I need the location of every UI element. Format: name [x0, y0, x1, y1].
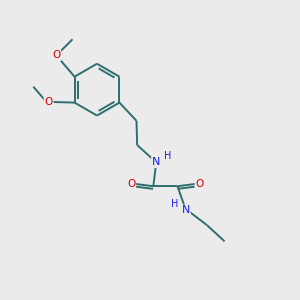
Text: N: N	[152, 157, 160, 167]
Text: O: O	[127, 179, 135, 189]
Text: O: O	[52, 50, 60, 61]
Text: H: H	[171, 199, 178, 209]
Text: N: N	[182, 206, 190, 215]
Text: H: H	[164, 151, 171, 160]
Text: O: O	[195, 179, 204, 189]
Text: O: O	[44, 97, 53, 107]
